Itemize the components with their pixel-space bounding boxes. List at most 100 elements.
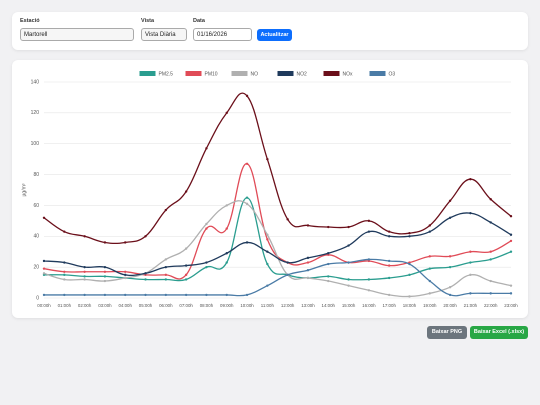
- x-tick-label: 08:00h: [200, 303, 214, 308]
- data-point: [448, 286, 452, 289]
- data-point: [124, 273, 127, 277]
- legend-swatch: [277, 71, 294, 76]
- data-point: [225, 252, 228, 255]
- data-point: [184, 273, 188, 277]
- data-point: [266, 250, 269, 253]
- series-line: [43, 200, 512, 298]
- data-point: [144, 293, 147, 297]
- x-tick-label: 17:00h: [382, 303, 396, 308]
- data-point: [428, 255, 431, 258]
- date-input[interactable]: 01/16/2026: [193, 28, 252, 41]
- submit-button[interactable]: Actualitzar: [257, 29, 292, 41]
- x-tick-label: 06:00h: [159, 303, 173, 308]
- data-point: [184, 247, 188, 250]
- data-point: [83, 278, 86, 281]
- data-point: [327, 279, 330, 283]
- data-point: [448, 293, 452, 297]
- data-point: [428, 224, 431, 227]
- data-point: [428, 279, 431, 283]
- data-point: [469, 292, 472, 295]
- data-point: [327, 262, 330, 266]
- y-tick-label: 0: [36, 295, 39, 301]
- y-tick-label: 100: [31, 141, 40, 147]
- x-tick-label: 11:00h: [261, 303, 275, 308]
- data-point: [266, 238, 269, 241]
- data-point: [124, 276, 127, 280]
- data-point: [83, 293, 86, 297]
- x-tick-label: 00:00h: [37, 303, 51, 308]
- y-axis-label: µg/m³: [21, 183, 27, 196]
- x-tick-label: 18:00h: [403, 303, 417, 308]
- x-tick-label: 13:00h: [301, 303, 315, 308]
- data-point: [83, 235, 86, 238]
- data-point: [448, 265, 452, 269]
- x-tick-label: 09:00h: [220, 303, 234, 308]
- data-point: [103, 265, 107, 269]
- data-point: [124, 241, 127, 244]
- data-point: [306, 276, 310, 280]
- data-point: [306, 261, 310, 264]
- png-button[interactable]: Baixar PNG: [427, 326, 467, 339]
- data-point: [489, 250, 492, 253]
- data-point: [205, 147, 208, 150]
- station-label: Estació: [20, 18, 40, 24]
- data-point: [144, 272, 147, 275]
- data-point: [367, 258, 371, 261]
- data-point: [448, 216, 452, 219]
- data-point: [387, 235, 391, 238]
- data-point: [63, 293, 66, 297]
- legend-label: NOx: [343, 71, 354, 77]
- data-point: [103, 275, 107, 278]
- data-point: [327, 252, 330, 255]
- x-tick-label: 14:00h: [322, 303, 336, 308]
- data-point: [387, 276, 391, 280]
- data-point: [428, 292, 431, 295]
- data-point: [347, 225, 350, 229]
- station-select[interactable]: Martorell: [20, 28, 134, 41]
- data-point: [347, 244, 350, 247]
- view-select[interactable]: Vista Diària: [141, 28, 187, 41]
- data-point: [225, 261, 228, 264]
- data-point: [489, 221, 492, 224]
- data-point: [469, 178, 472, 181]
- data-point: [225, 111, 228, 115]
- data-point: [306, 256, 310, 260]
- data-point: [408, 273, 411, 277]
- data-point: [306, 224, 310, 227]
- legend-label: PM2.5: [159, 71, 174, 77]
- data-point: [164, 258, 168, 261]
- data-point: [205, 261, 208, 264]
- excel-button[interactable]: Baixar Excel (.xlsx): [470, 326, 528, 339]
- chart: 0 20 40 60 80 100 120 140 µg/m³ 00:00h 01:00h 02:00…: [21, 71, 518, 308]
- data-point: [387, 230, 391, 233]
- data-point: [428, 267, 431, 270]
- series-line: [44, 258, 511, 297]
- data-point: [205, 227, 208, 230]
- data-point: [448, 255, 452, 258]
- data-point: [164, 273, 168, 277]
- data-point: [367, 278, 371, 281]
- data-point: [184, 264, 188, 267]
- legend-label: PM10: [205, 71, 218, 77]
- data-point: [469, 273, 472, 277]
- legend-label: NO: [251, 71, 259, 77]
- data-point: [164, 293, 168, 297]
- data-point: [347, 261, 350, 264]
- data-point: [225, 227, 228, 230]
- data-point: [489, 198, 492, 201]
- data-point: [509, 239, 513, 243]
- data-point: [266, 233, 269, 236]
- data-point: [245, 162, 249, 165]
- data-point: [42, 259, 46, 263]
- data-point: [245, 94, 249, 98]
- data-point: [286, 273, 289, 277]
- series-line: [43, 212, 512, 277]
- data-point: [469, 250, 472, 253]
- x-tick-label: 10:00h: [240, 303, 254, 308]
- data-point: [245, 293, 249, 297]
- x-tick-label: 12:00h: [281, 303, 295, 308]
- data-point: [63, 270, 66, 273]
- data-point: [387, 264, 391, 267]
- legend-swatch: [323, 71, 340, 76]
- data-point: [408, 295, 411, 298]
